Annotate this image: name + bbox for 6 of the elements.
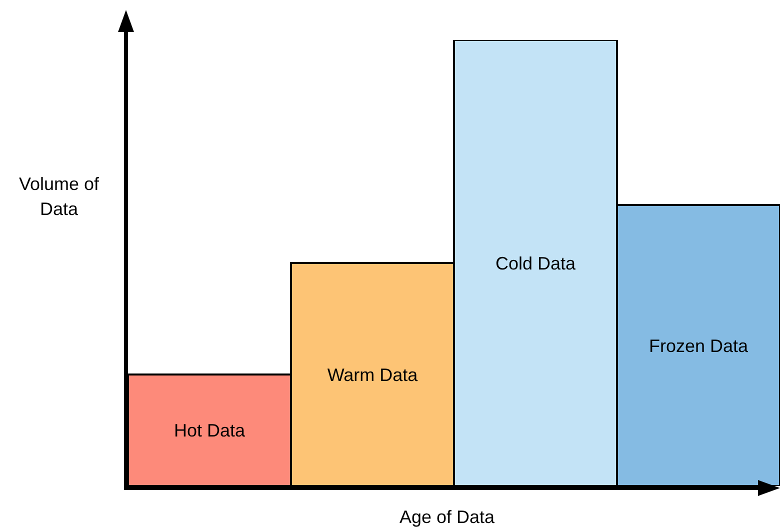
x-tick-label: Cold Data — [495, 253, 577, 274]
x-axis-title: Age of Data — [398, 507, 496, 528]
x-tick-label: Warm Data — [327, 364, 419, 385]
x-tick-label: Frozen Data — [648, 336, 750, 356]
y-axis-title: Volume of Data — [18, 173, 100, 221]
x-tick-label: Hot Data — [174, 420, 246, 441]
